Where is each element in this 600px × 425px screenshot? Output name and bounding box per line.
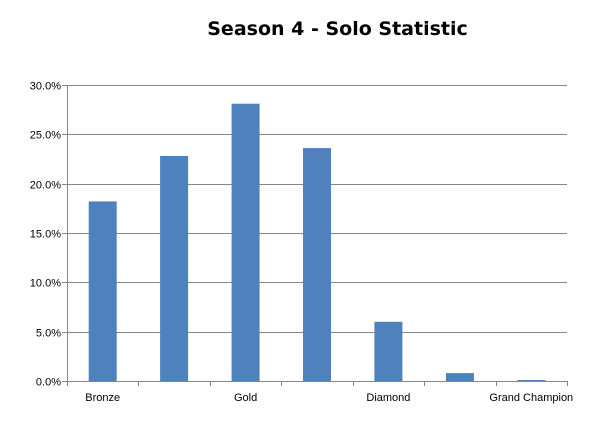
- y-tick-label: 5.0%: [36, 328, 61, 340]
- y-tick-label: 15.0%: [30, 229, 61, 241]
- bar-diamond: [374, 321, 403, 381]
- bar-gold: [231, 103, 260, 381]
- x-tick-label: Gold: [234, 392, 257, 404]
- bars: [88, 103, 546, 381]
- chart-title: Season 4 - Solo Statistic: [207, 18, 468, 40]
- y-tick-label: 20.0%: [30, 180, 61, 192]
- y-tick-label: 0.0%: [36, 377, 61, 389]
- tick-labels: 0.0% 5.0% 10.0% 15.0% 20.0% 25.0% 30.0% Bronze G…: [30, 81, 573, 405]
- x-tick-label: Grand Champion: [489, 392, 573, 404]
- y-tick-label: 25.0%: [30, 130, 61, 142]
- bar-bronze: [88, 201, 117, 381]
- bar-category-2: [160, 156, 189, 381]
- bar-grand-champion: [517, 380, 546, 381]
- bar-category-4: [303, 148, 331, 381]
- y-tick-label: 30.0%: [30, 81, 61, 93]
- bar-category-6: [445, 373, 474, 381]
- axes: [62, 85, 568, 386]
- x-tick-label: Diamond: [366, 392, 410, 404]
- x-tick-label: Bronze: [85, 392, 120, 404]
- y-tick-label: 10.0%: [30, 278, 61, 290]
